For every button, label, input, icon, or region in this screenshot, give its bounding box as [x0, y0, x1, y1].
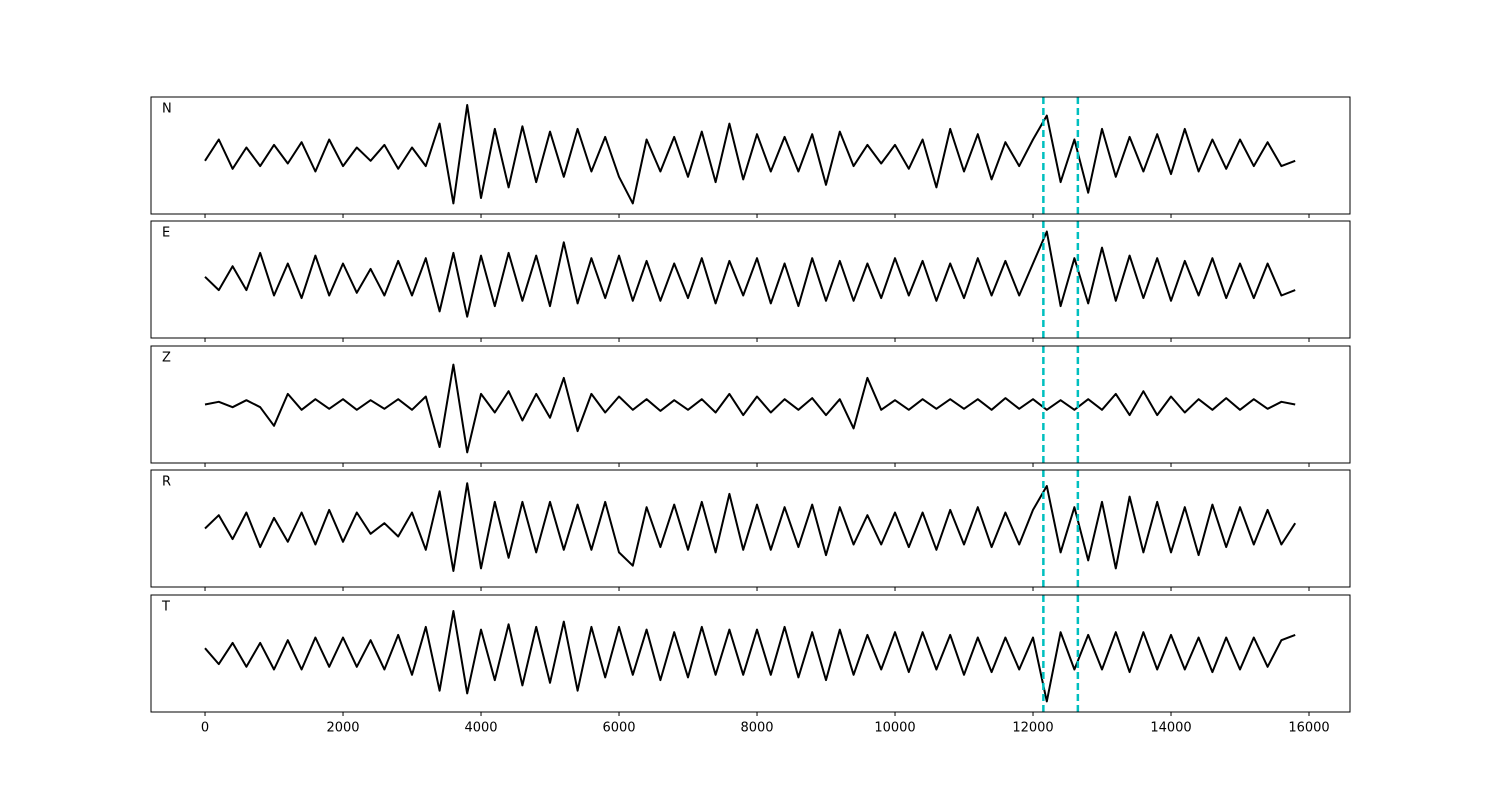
panel-frame	[150, 594, 1351, 713]
panel-label: N	[162, 102, 172, 117]
panel-label: T	[161, 600, 170, 615]
panel-frame	[150, 220, 1351, 339]
waveform	[204, 230, 1296, 318]
panel-label: Z	[162, 351, 171, 366]
x-tick-label: 16000	[1288, 721, 1329, 736]
x-tick-label: 8000	[740, 721, 773, 736]
panel-frame	[150, 345, 1351, 464]
waveform	[204, 482, 1297, 572]
x-tick-label: 2000	[326, 721, 359, 736]
waveform	[204, 104, 1296, 205]
panel-label: E	[162, 226, 170, 241]
panel-frame	[150, 469, 1351, 588]
x-tick-label: 14000	[1150, 721, 1191, 736]
x-tick-label: 4000	[464, 721, 497, 736]
waveform	[204, 363, 1296, 454]
x-tick-label: 12000	[1012, 721, 1053, 736]
x-tick-label: 10000	[874, 721, 915, 736]
panel-label: R	[162, 475, 171, 490]
waveform	[204, 610, 1296, 703]
x-tick-label: 6000	[602, 721, 635, 736]
x-tick-label: 0	[201, 721, 209, 736]
panel-frame	[150, 96, 1351, 215]
